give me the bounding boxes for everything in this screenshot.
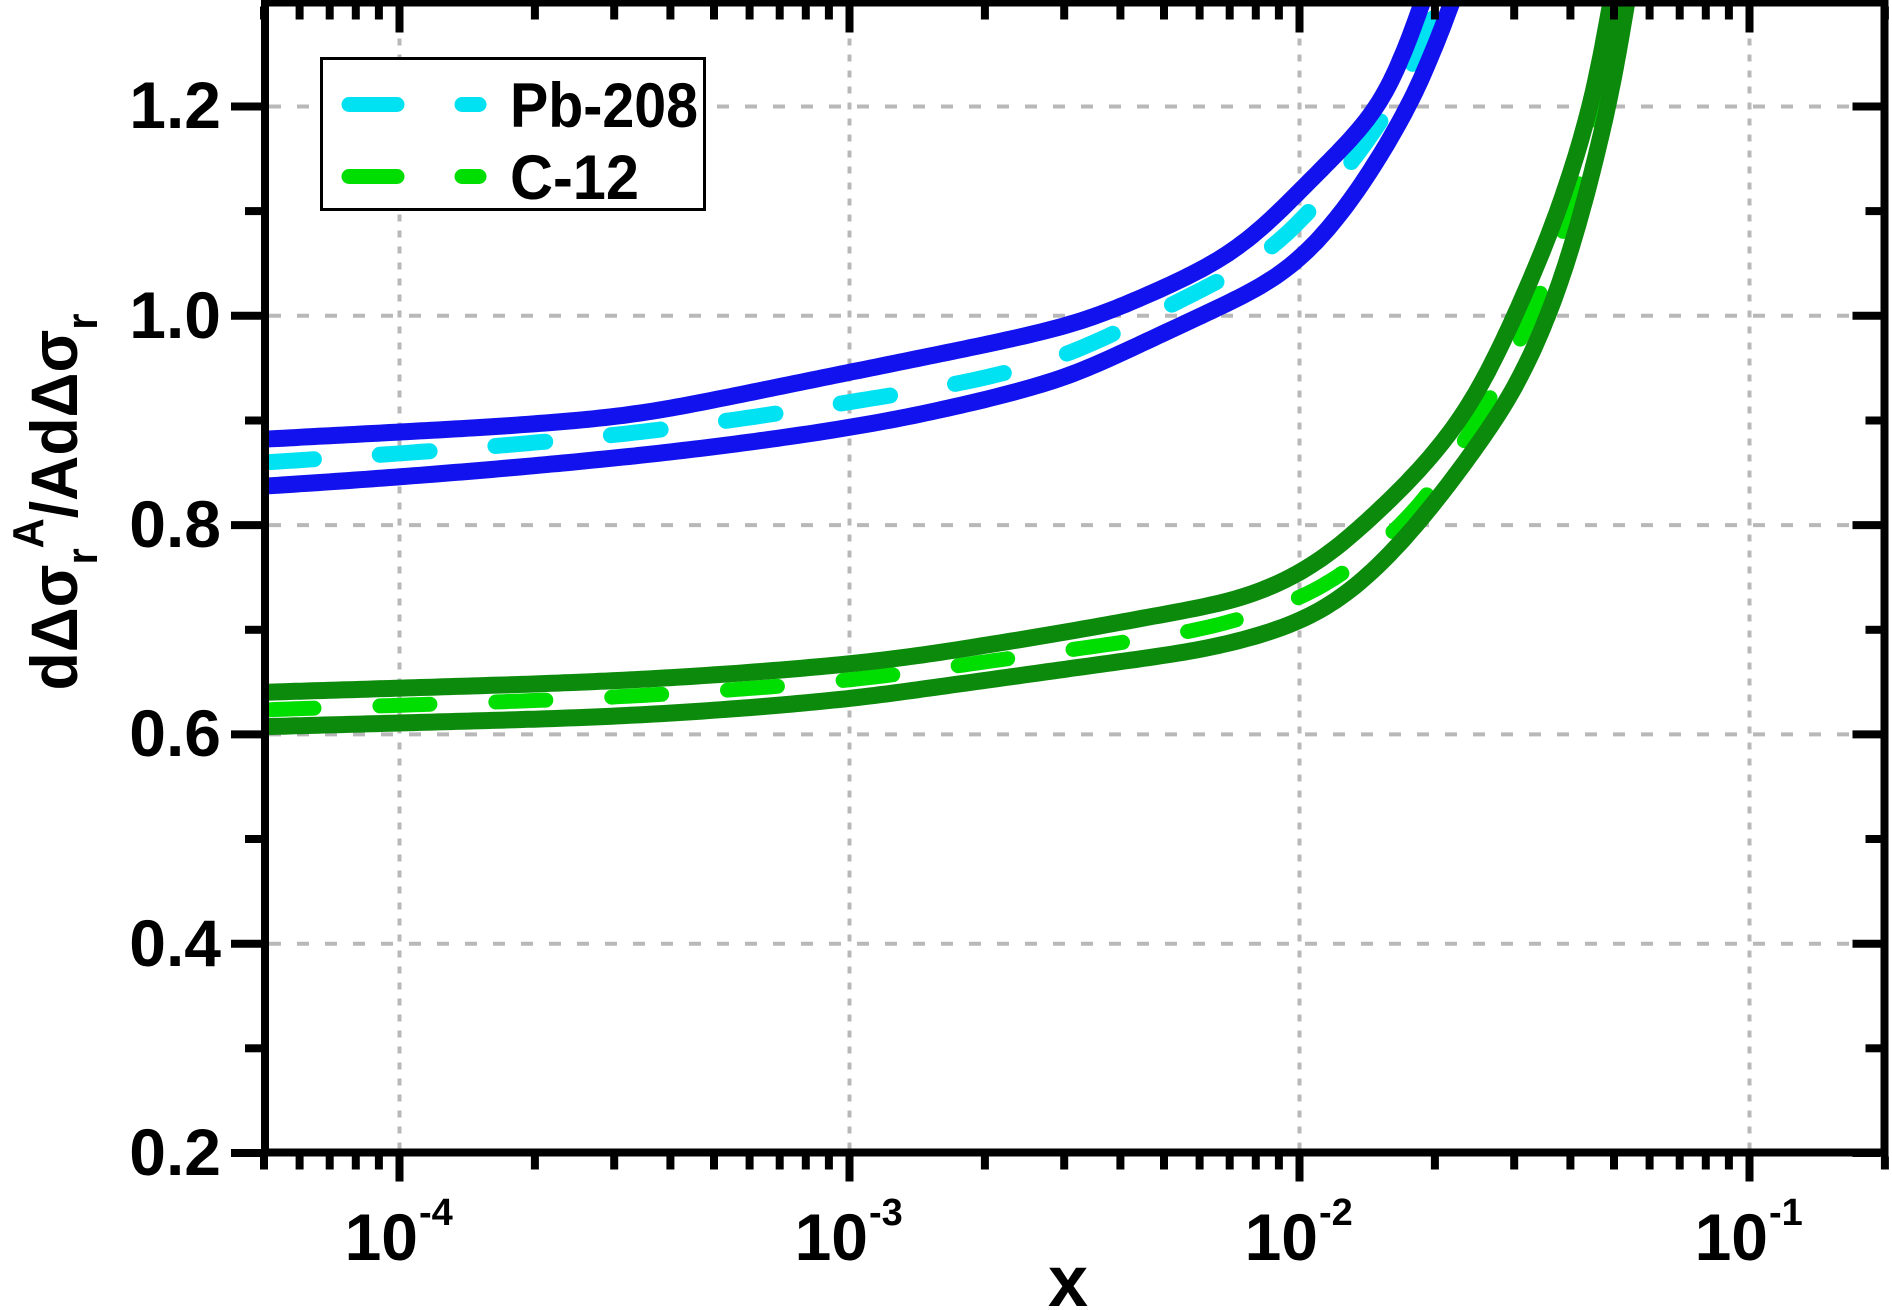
svg-text:-3: -3 — [869, 1192, 903, 1234]
svg-text:Pb-208: Pb-208 — [510, 71, 698, 141]
svg-text:-2: -2 — [1319, 1192, 1353, 1234]
svg-text:1.0: 1.0 — [129, 278, 221, 352]
svg-text:0.8: 0.8 — [129, 487, 221, 561]
svg-text:x: x — [1048, 1242, 1088, 1310]
svg-text:0.2: 0.2 — [129, 1115, 221, 1189]
svg-text:-4: -4 — [419, 1192, 453, 1234]
svg-text:0.4: 0.4 — [129, 906, 221, 980]
svg-text:-1: -1 — [1769, 1192, 1803, 1234]
svg-text:1.2: 1.2 — [129, 68, 221, 142]
svg-text:0.6: 0.6 — [129, 696, 221, 770]
svg-text:dΔσrA/AdΔσr: dΔσrA/AdΔσr — [4, 314, 107, 691]
svg-text:10: 10 — [1695, 1200, 1768, 1274]
svg-text:C-12: C-12 — [510, 143, 639, 213]
svg-text:10: 10 — [795, 1200, 868, 1274]
svg-text:10: 10 — [345, 1200, 418, 1274]
svg-text:10: 10 — [1245, 1200, 1318, 1274]
